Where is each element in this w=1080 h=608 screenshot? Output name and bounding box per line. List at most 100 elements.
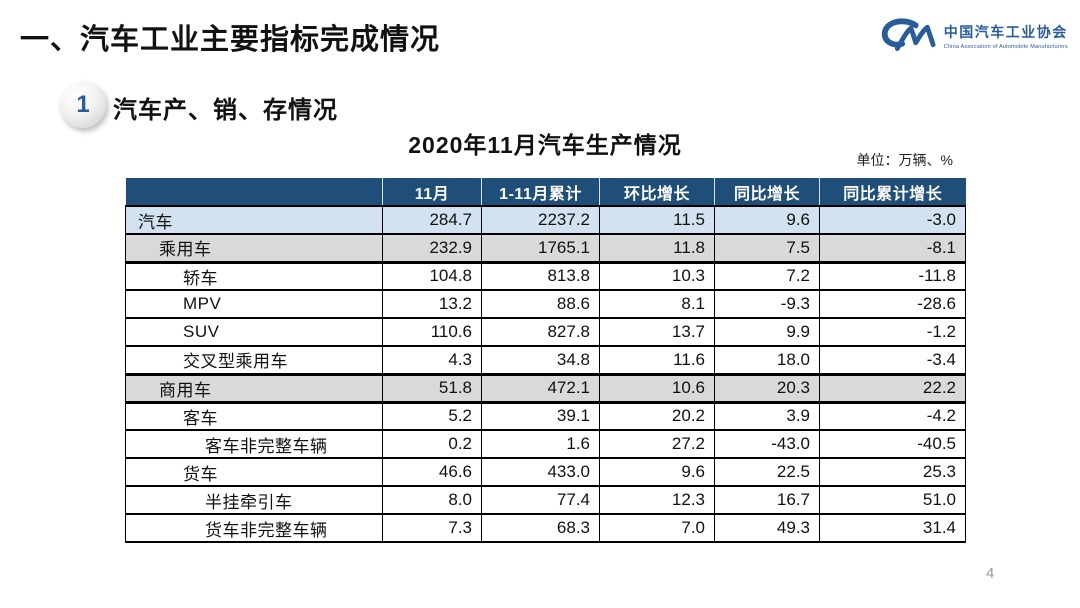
value-cell: 104.8 xyxy=(382,262,482,291)
value-cell: -40.5 xyxy=(819,430,966,459)
row-label-cell: 商用车 xyxy=(125,374,383,404)
value-cell: 9.6 xyxy=(599,458,715,487)
value-cell: -43.0 xyxy=(714,430,820,459)
table-row: 货车非完整车辆 7.3 68.3 7.0 49.3 31.4 xyxy=(125,514,966,543)
value-cell: 10.6 xyxy=(599,374,715,404)
value-cell: 12.3 xyxy=(599,486,715,515)
value-cell: 3.9 xyxy=(714,402,820,431)
value-cell: -1.2 xyxy=(819,318,966,347)
value-cell: 39.1 xyxy=(481,402,600,431)
value-cell: 13.2 xyxy=(382,290,482,319)
value-cell: 433.0 xyxy=(481,458,600,487)
value-cell: 9.6 xyxy=(714,206,820,235)
table-row: 交叉型乘用车 4.3 34.8 11.6 18.0 -3.4 xyxy=(125,346,966,376)
row-label-cell: MPV xyxy=(125,290,383,319)
value-cell: 22.2 xyxy=(819,374,966,404)
value-cell: 34.8 xyxy=(481,346,600,376)
value-cell: 16.7 xyxy=(714,486,820,515)
value-cell: 88.6 xyxy=(481,290,600,319)
table-row: 轿车 104.8 813.8 10.3 7.2 -11.8 xyxy=(125,262,966,291)
value-cell: 13.7 xyxy=(599,318,715,347)
table-title: 2020年11月汽车生产情况 xyxy=(408,132,682,158)
value-cell: 284.7 xyxy=(382,206,482,235)
value-cell: 22.5 xyxy=(714,458,820,487)
value-cell: 20.2 xyxy=(599,402,715,431)
value-cell: 7.2 xyxy=(714,262,820,291)
row-label-cell: 交叉型乘用车 xyxy=(125,346,383,376)
caam-logo-icon xyxy=(881,18,936,52)
value-cell: 5.2 xyxy=(382,402,482,431)
table-row: MPV 13.2 88.6 8.1 -9.3 -28.6 xyxy=(125,290,966,319)
table-row: 货车 46.6 433.0 9.6 22.5 25.3 xyxy=(125,458,966,487)
value-cell: 27.2 xyxy=(599,430,715,459)
value-cell: 7.3 xyxy=(382,514,482,543)
value-cell: 8.1 xyxy=(599,290,715,319)
value-cell: 77.4 xyxy=(481,486,600,515)
header-cell-yoy-ytd: 同比累计增长 xyxy=(819,178,966,207)
caam-logo-text: 中国汽车工业协会 China Association of Automobile… xyxy=(944,22,1068,50)
row-label-cell: 半挂牵引车 xyxy=(125,486,383,515)
header-cell-mom: 环比增长 xyxy=(599,178,715,207)
value-cell: 11.5 xyxy=(599,206,715,235)
row-label-cell: 汽车 xyxy=(125,206,383,235)
value-cell: 7.5 xyxy=(714,234,820,264)
value-cell: 46.6 xyxy=(382,458,482,487)
value-cell: 1765.1 xyxy=(481,234,600,264)
header-cell-category xyxy=(125,178,383,207)
row-label-cell: 客车非完整车辆 xyxy=(125,430,383,459)
value-cell: 4.3 xyxy=(382,346,482,376)
value-cell: 472.1 xyxy=(481,374,600,404)
table-row: SUV 110.6 827.8 13.7 9.9 -1.2 xyxy=(125,318,966,347)
value-cell: 2237.2 xyxy=(481,206,600,235)
value-cell: -8.1 xyxy=(819,234,966,264)
value-cell: -11.8 xyxy=(819,262,966,291)
value-cell: 51.0 xyxy=(819,486,966,515)
value-cell: 68.3 xyxy=(481,514,600,543)
page-title: 一、汽车工业主要指标完成情况 xyxy=(20,24,441,56)
value-cell: -4.2 xyxy=(819,402,966,431)
row-label-cell: 乘用车 xyxy=(125,234,383,264)
value-cell: 51.8 xyxy=(382,374,482,404)
row-label-cell: 货车非完整车辆 xyxy=(125,514,383,543)
table-header-row: 11月 1-11月累计 环比增长 同比增长 同比累计增长 xyxy=(125,178,966,207)
value-cell: -9.3 xyxy=(714,290,820,319)
value-cell: 18.0 xyxy=(714,346,820,376)
table-row: 客车非完整车辆 0.2 1.6 27.2 -43.0 -40.5 xyxy=(125,430,966,459)
caam-logo-name-cn: 中国汽车工业协会 xyxy=(943,24,1068,40)
page-number: 4 xyxy=(986,565,995,582)
value-cell: 49.3 xyxy=(714,514,820,543)
table-row: 商用车 51.8 472.1 10.6 20.3 22.2 xyxy=(125,374,966,404)
value-cell: 25.3 xyxy=(819,458,966,487)
value-cell: 8.0 xyxy=(382,486,482,515)
caam-logo: 中国汽车工业协会 China Association of Automobile… xyxy=(877,16,1068,56)
row-label-cell: 轿车 xyxy=(125,262,383,291)
table-row: 半挂牵引车 8.0 77.4 12.3 16.7 51.0 xyxy=(125,486,966,515)
value-cell: 813.8 xyxy=(481,262,600,291)
table-row: 客车 5.2 39.1 20.2 3.9 -4.2 xyxy=(125,402,966,431)
value-cell: 31.4 xyxy=(819,514,966,543)
value-cell: -3.4 xyxy=(819,346,966,376)
header-cell-yoy: 同比增长 xyxy=(714,178,820,207)
value-cell: 20.3 xyxy=(714,374,820,404)
unit-note: 单位：万辆、% xyxy=(856,152,953,168)
value-cell: 1.6 xyxy=(481,430,600,459)
value-cell: 110.6 xyxy=(382,318,482,347)
value-cell: 827.8 xyxy=(481,318,600,347)
row-label-cell: 货车 xyxy=(125,458,383,487)
value-cell: 7.0 xyxy=(599,514,715,543)
row-label-cell: SUV xyxy=(125,318,383,347)
header-cell-month: 11月 xyxy=(382,178,482,207)
value-cell: 10.3 xyxy=(599,262,715,291)
value-cell: 11.8 xyxy=(599,234,715,264)
value-cell: 232.9 xyxy=(382,234,482,264)
header-cell-ytd: 1-11月累计 xyxy=(481,178,600,207)
caam-logo-name-en: China Association of Automobile Manufact… xyxy=(943,44,1068,50)
row-label-cell: 客车 xyxy=(125,402,383,431)
section-title: 汽车产、销、存情况 xyxy=(113,97,338,124)
value-cell: -3.0 xyxy=(819,206,966,235)
table-row: 汽车 284.7 2237.2 11.5 9.6 -3.0 xyxy=(125,206,966,235)
value-cell: 11.6 xyxy=(599,346,715,376)
value-cell: -28.6 xyxy=(819,290,966,319)
production-table: 11月 1-11月累计 环比增长 同比增长 同比累计增长 汽车 284.7 22… xyxy=(125,178,966,543)
